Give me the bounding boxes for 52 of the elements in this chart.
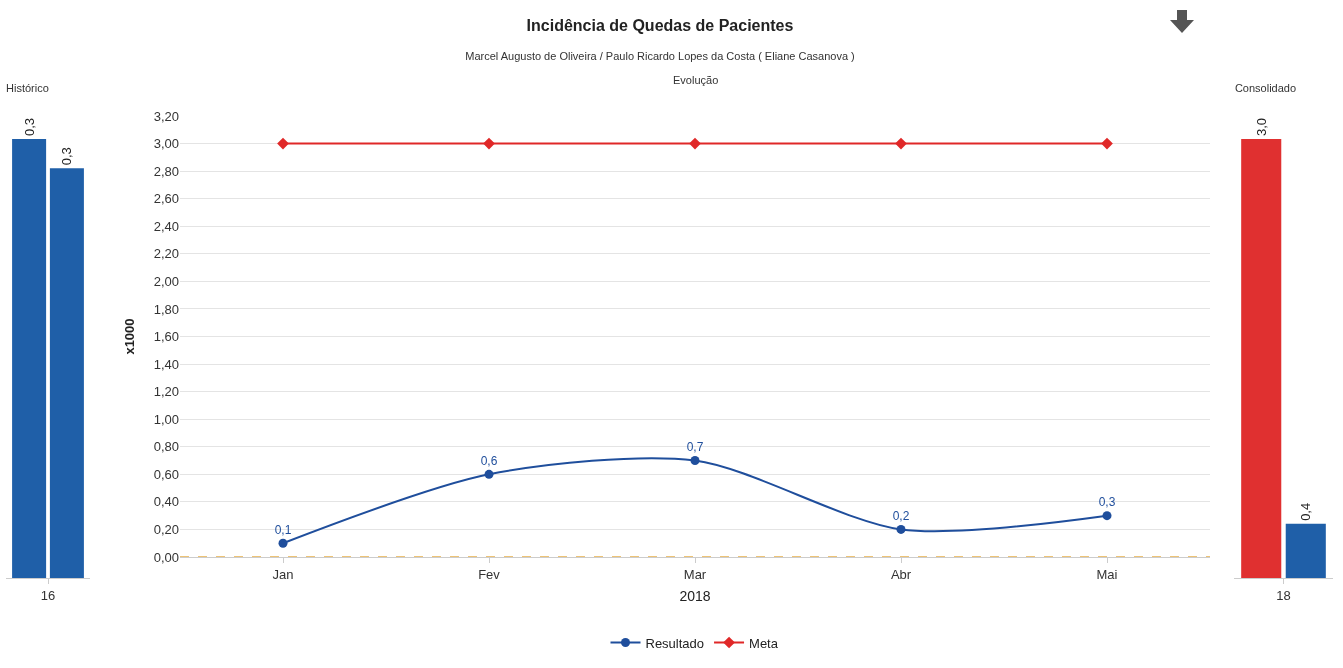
point [484, 469, 494, 479]
point [277, 137, 289, 150]
point [278, 538, 288, 548]
point [1101, 137, 1113, 150]
chart-subtitle: Marcel Augusto de Oliveira / Paulo Ricardo Lopes da Costa ( Eliane Casanova ) [465, 49, 855, 62]
y-tick-label: 3,00 [153, 136, 179, 152]
x-tick-label: Fev [478, 566, 501, 582]
point [1102, 511, 1112, 521]
y-axis-title: x1000 [121, 318, 137, 355]
data-label: 3,0 [1253, 118, 1269, 137]
point [689, 137, 701, 150]
x-tick-label: Jan [272, 566, 294, 582]
chart-title: Histórico [6, 81, 49, 94]
point [895, 137, 907, 150]
y-tick-label: 0,40 [153, 494, 179, 510]
data-label: 0,3 [1098, 495, 1116, 510]
legend-label: Meta [749, 635, 779, 651]
y-tick-label: 0,00 [153, 549, 179, 565]
chart-title: Consolidado [1234, 81, 1297, 94]
y-tick-label: 2,80 [153, 163, 179, 179]
y-tick-label: 2,40 [153, 218, 179, 234]
point [483, 137, 495, 150]
data-label: 0,4 [1298, 502, 1314, 521]
data-label: 0,3 [59, 147, 75, 166]
chart-title: Incidência de Quedas de Pacientes [526, 17, 794, 35]
data-label: 0,1 [274, 522, 292, 537]
y-tick-label: 0,60 [153, 466, 179, 482]
y-tick-label: 2,00 [153, 273, 179, 289]
x-axis-title: 2018 [679, 587, 711, 604]
text: Evolução [673, 74, 719, 86]
y-tick-label: 1,80 [153, 301, 179, 317]
x-tick-label: Mai [1096, 566, 1118, 582]
legend-label: Resultado [645, 635, 705, 651]
x-tick-label: Abr [890, 566, 912, 582]
x-tick-label: 18 [1276, 587, 1291, 603]
y-tick-label: 3,20 [153, 108, 179, 124]
y-tick-label: 1,00 [153, 411, 179, 427]
data-label: 0,7 [686, 439, 704, 454]
y-tick-label: 1,60 [153, 329, 179, 345]
data-label: 0,6 [480, 453, 498, 468]
y-tick-label: 2,60 [153, 191, 179, 207]
x-tick-label: Mar [683, 566, 707, 582]
y-tick-label: 1,20 [153, 384, 179, 400]
data-label: 0,2 [892, 508, 910, 523]
y-tick-label: 0,80 [153, 439, 179, 455]
y-tick-label: 2,20 [153, 246, 179, 262]
x-tick-label: 16 [40, 587, 56, 603]
point [690, 456, 700, 466]
y-tick-label: 1,40 [153, 356, 179, 372]
data-label: 0,3 [21, 118, 37, 137]
point [896, 524, 906, 534]
y-tick-label: 0,20 [153, 521, 179, 537]
